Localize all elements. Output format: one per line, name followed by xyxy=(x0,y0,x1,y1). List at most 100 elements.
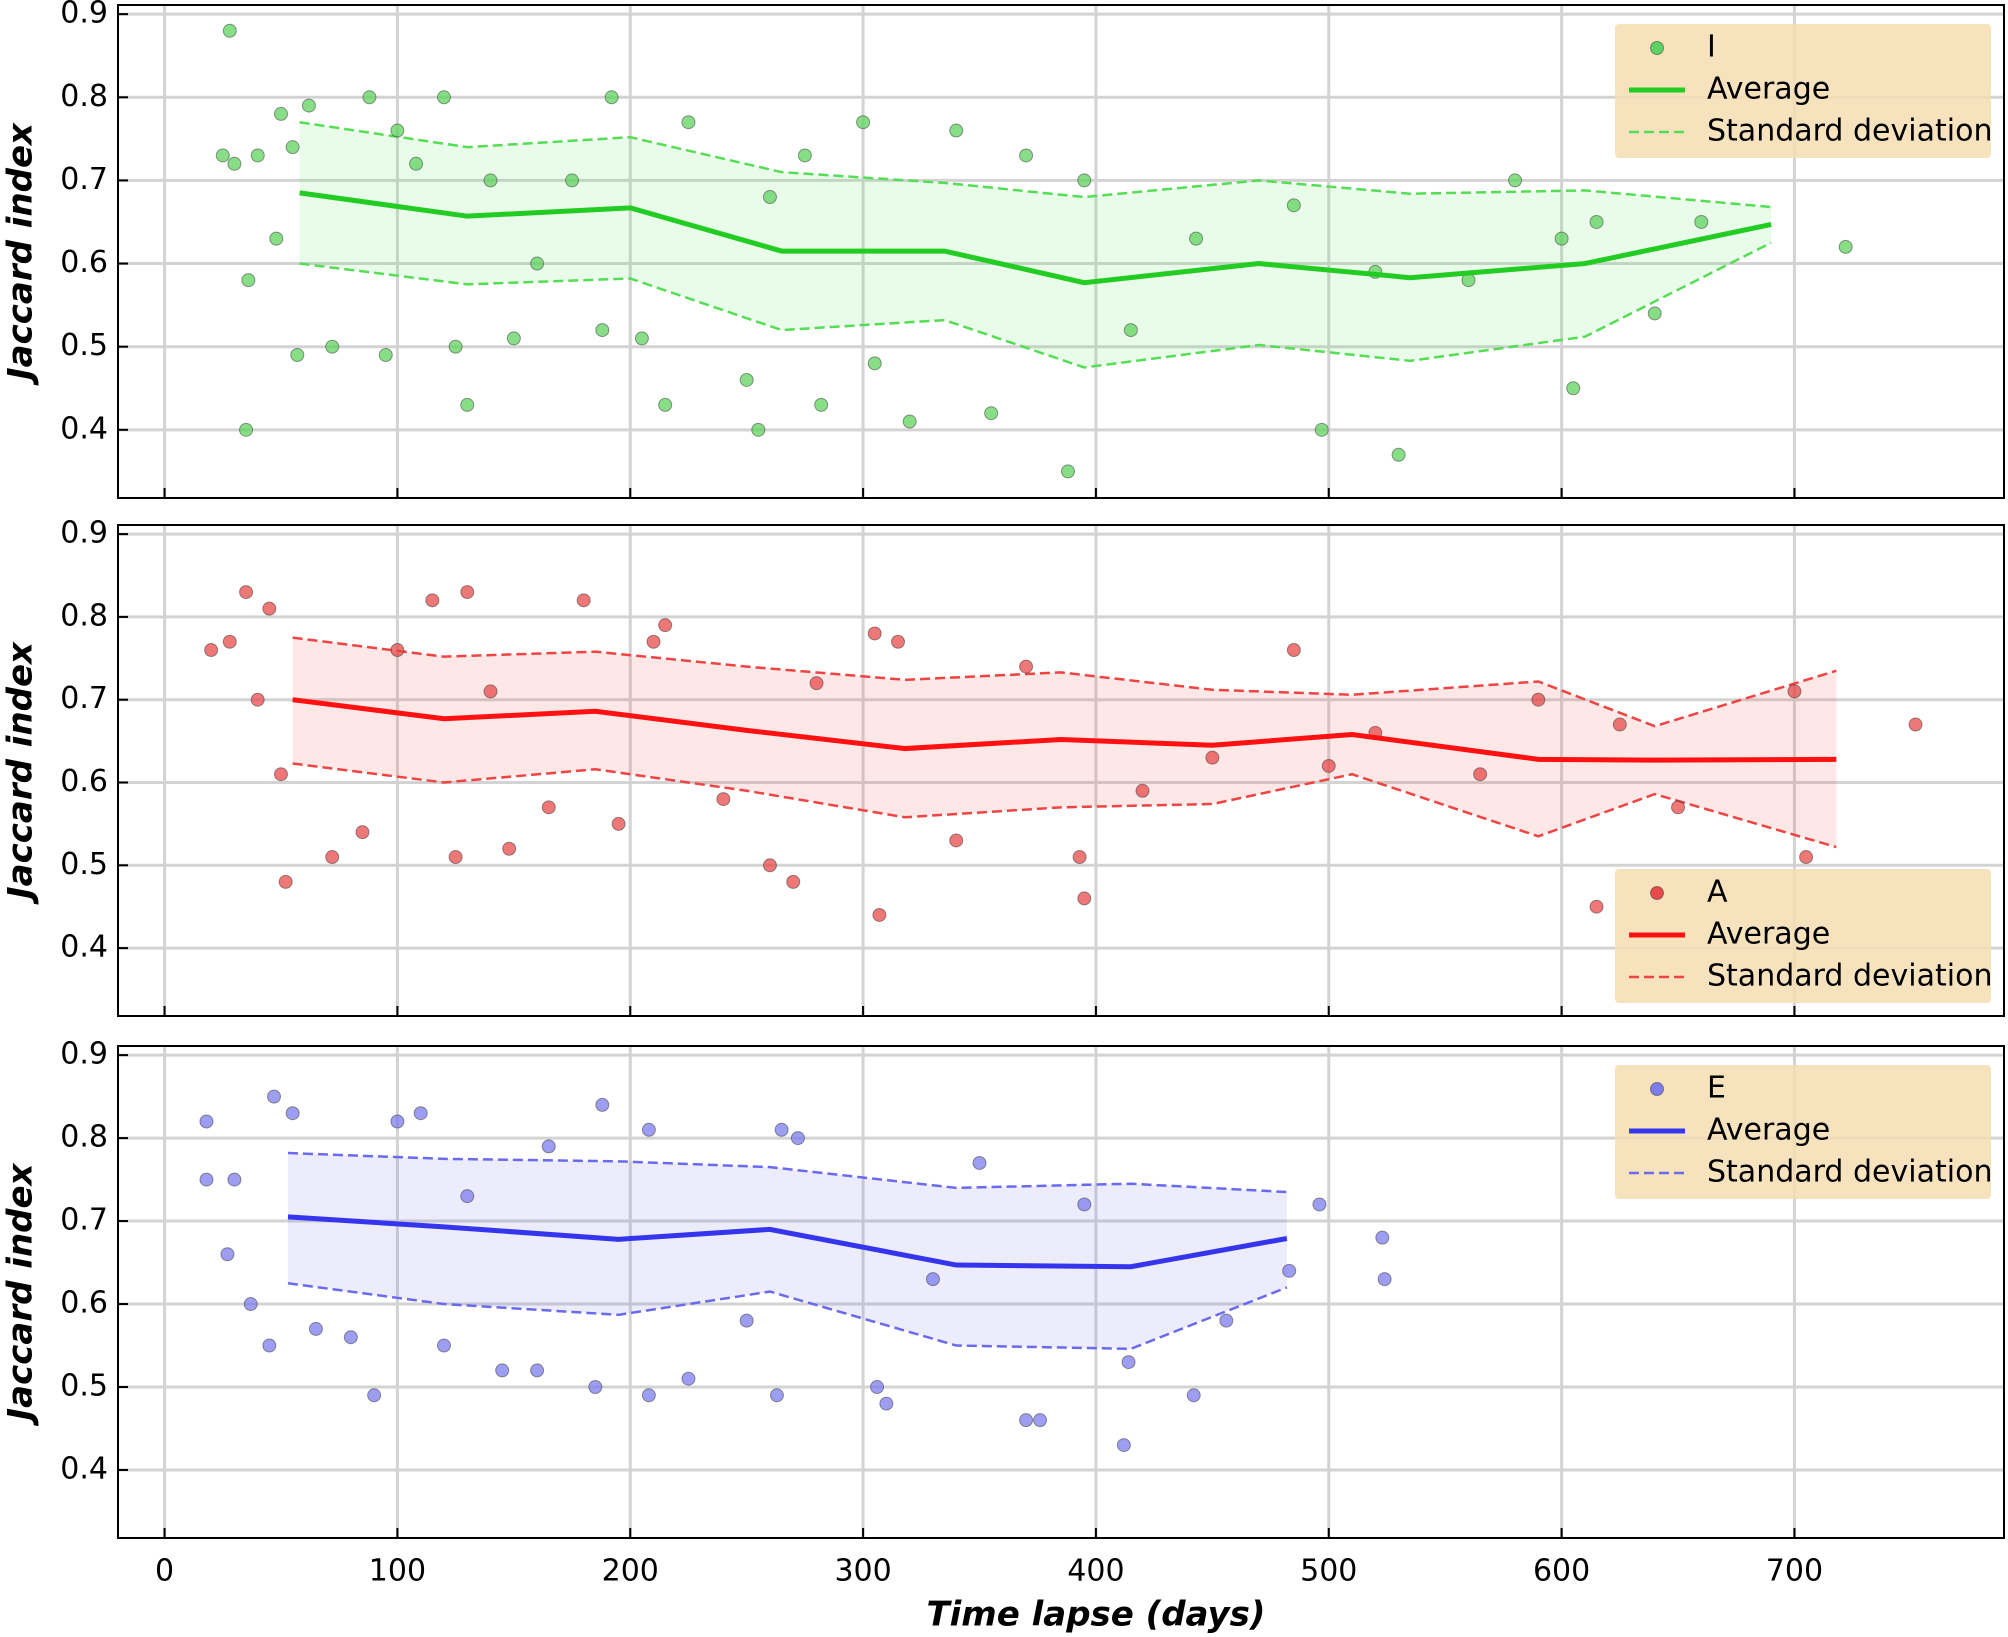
std-line xyxy=(292,636,1837,728)
scatter-point xyxy=(949,123,964,138)
scatter-point xyxy=(634,331,649,346)
y-tick-label: 0.8 xyxy=(60,598,108,633)
scatter-point xyxy=(1589,899,1604,914)
scatter-point xyxy=(984,406,999,421)
legend-label: Standard deviation xyxy=(1707,1155,1992,1190)
scatter-point xyxy=(460,585,475,600)
scatter-point xyxy=(879,1396,894,1411)
legend-label: I xyxy=(1707,30,1716,65)
scatter-point xyxy=(343,1330,358,1345)
x-tick-label: 400 xyxy=(1067,1554,1124,1589)
scatter-point xyxy=(641,1122,656,1137)
scatter-point xyxy=(1121,1355,1136,1370)
scatter-point xyxy=(278,874,293,889)
legend-label: A xyxy=(1707,875,1728,910)
scatter-point xyxy=(285,1106,300,1121)
legend-marker xyxy=(1650,41,1664,55)
y-tick-label: 0.9 xyxy=(60,1037,108,1072)
legend-box xyxy=(1615,24,1991,158)
scatter-point xyxy=(495,1363,510,1378)
scatter-point xyxy=(790,1131,805,1146)
scatter-point xyxy=(325,339,340,354)
average-line xyxy=(287,1214,1288,1270)
y-tick-label: 0.7 xyxy=(60,681,108,716)
scatter-point xyxy=(325,850,340,865)
scatter-point xyxy=(239,422,254,437)
scatter-point xyxy=(681,1371,696,1386)
scatter-point xyxy=(425,593,440,608)
scatter-point xyxy=(1671,800,1686,815)
scatter-point xyxy=(1077,891,1092,906)
std-line xyxy=(299,241,1772,369)
scatter-point xyxy=(448,850,463,865)
scatter-point xyxy=(204,643,219,658)
x-tick-label: 600 xyxy=(1533,1554,1590,1589)
scatter-point xyxy=(774,1122,789,1137)
y-tick-label: 0.9 xyxy=(60,516,108,551)
scatter-point xyxy=(290,348,305,363)
y-tick-label: 0.4 xyxy=(60,1451,108,1486)
scatter-point xyxy=(215,148,230,163)
x-tick-label: 500 xyxy=(1300,1554,1357,1589)
scatter-point xyxy=(308,1321,323,1336)
scatter-point xyxy=(1589,214,1604,229)
std-line xyxy=(299,120,1772,209)
scatter-point xyxy=(641,1388,656,1403)
average-line xyxy=(292,697,1837,763)
scatter-point xyxy=(448,339,463,354)
scatter-point xyxy=(658,397,673,412)
std-band-fill xyxy=(287,1153,1287,1349)
scatter-point xyxy=(250,692,265,707)
scatter-point xyxy=(972,1155,987,1170)
scatter-point xyxy=(1391,447,1406,462)
legend-box xyxy=(1615,1065,1991,1199)
scatter-point xyxy=(436,1338,451,1353)
scatter-point xyxy=(1554,231,1569,246)
std-band-fill xyxy=(292,637,1837,848)
scatter-point xyxy=(243,1297,258,1312)
scatter-point xyxy=(611,816,626,831)
scatter-point xyxy=(530,256,545,271)
scatter-point xyxy=(1838,239,1853,254)
scatter-point xyxy=(390,643,405,658)
x-tick-label: 200 xyxy=(602,1554,659,1589)
scatter-point xyxy=(355,825,370,840)
panel: 0.4 0.5 0.6 0.7 0.8 0.9 Jaccard index A Average S… xyxy=(1,516,2005,1017)
plot-frame xyxy=(117,524,2005,1017)
std-line xyxy=(287,1151,1287,1194)
legend-label: Standard deviation xyxy=(1707,959,1992,994)
scatter-point xyxy=(1286,643,1301,658)
scatter-point xyxy=(1019,148,1034,163)
scatter-point xyxy=(1135,783,1150,798)
scatter-point xyxy=(483,173,498,188)
scatter-point xyxy=(1647,306,1662,321)
scatter-point xyxy=(1019,1413,1034,1428)
legend-marker xyxy=(1650,1082,1664,1096)
scatter-point xyxy=(1033,1413,1048,1428)
y-tick-label: 0.5 xyxy=(60,847,108,882)
scatter-point xyxy=(1312,1197,1327,1212)
scatter-point xyxy=(239,585,254,600)
x-tick-label: 700 xyxy=(1766,1554,1823,1589)
scatter-point xyxy=(506,331,521,346)
scatter-point xyxy=(814,397,829,412)
scatter-point xyxy=(1286,198,1301,213)
scatter-point xyxy=(227,1172,242,1187)
y-tick-label: 0.7 xyxy=(60,162,108,197)
scatter-point xyxy=(1473,767,1488,782)
average-line xyxy=(299,190,1772,286)
y-axis-label: Jaccard index xyxy=(1,122,41,386)
scatter-point xyxy=(269,231,284,246)
scatter-point xyxy=(460,1189,475,1204)
scatter-point xyxy=(483,684,498,699)
scatter-point xyxy=(541,1139,556,1154)
scatter-point xyxy=(1116,1438,1131,1453)
scatter-point xyxy=(222,634,237,649)
scatter-point xyxy=(1531,692,1546,707)
scatter-point xyxy=(902,414,917,429)
scatter-point xyxy=(716,792,731,807)
scatter-point xyxy=(576,593,591,608)
y-axis-label: Jaccard index xyxy=(1,641,41,905)
scatter-point xyxy=(786,874,801,889)
scatter-point xyxy=(856,115,871,130)
